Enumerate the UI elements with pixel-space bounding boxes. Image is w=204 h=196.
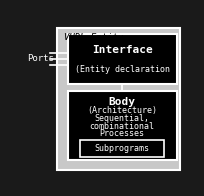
Text: combinational: combinational <box>89 122 154 131</box>
Text: Subprograms: Subprograms <box>94 144 149 153</box>
Text: (Entity declaration: (Entity declaration <box>74 65 169 74</box>
Text: Ports: Ports <box>27 54 54 64</box>
Text: (Architecture): (Architecture) <box>87 106 156 115</box>
Bar <box>57 28 179 170</box>
Bar <box>80 140 163 157</box>
Text: Processes: Processes <box>99 129 144 138</box>
Text: Sequential,: Sequential, <box>94 114 149 123</box>
Text: Body: Body <box>108 97 135 107</box>
Bar <box>67 34 176 84</box>
Bar <box>67 91 176 160</box>
Text: VHDL Entity: VHDL Entity <box>63 33 122 42</box>
Text: Interface: Interface <box>91 45 152 55</box>
